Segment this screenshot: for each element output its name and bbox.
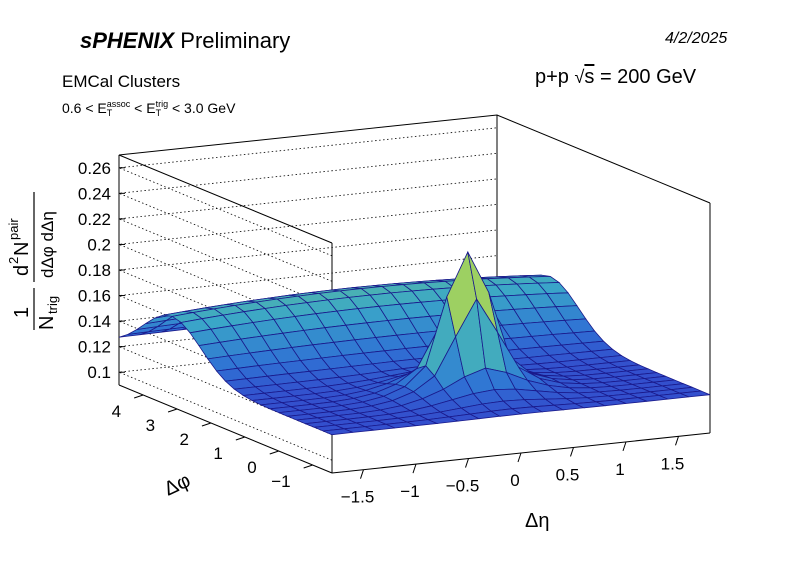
x-axis-label: Δη	[525, 510, 549, 532]
y-tick-label: 1	[213, 444, 222, 463]
x-tick-label: 0.5	[556, 465, 580, 484]
x-tick	[412, 463, 417, 474]
y-tick	[269, 450, 279, 455]
sample-label: EMCal Clusters	[62, 72, 181, 91]
x-tick	[675, 436, 679, 446]
z-tick-label: 0.14	[78, 312, 111, 331]
z-tick-label: 0.24	[78, 184, 111, 203]
x-tick-label: −0.5	[446, 477, 480, 496]
z-label-d-sup: 2	[6, 257, 21, 264]
z-tick-label: 0.26	[78, 159, 111, 178]
z-tick-label: 0.12	[78, 338, 111, 357]
z-gridline	[118, 178, 498, 308]
y-axis-title: Δφ	[161, 469, 194, 500]
z-label-num-n: N	[11, 242, 33, 256]
z-label-pair: pair	[6, 218, 21, 240]
experiment-label: sPHENIX Preliminary	[80, 28, 291, 53]
x-tick-label: −1	[400, 482, 419, 501]
date-label: 4/2/2025	[665, 30, 728, 47]
z-label-d: d	[11, 265, 33, 276]
x-tick	[517, 452, 522, 463]
z-label-one: 1	[11, 307, 33, 318]
x-tick	[570, 447, 574, 457]
z-tick-label: 0.22	[78, 210, 111, 229]
x-tick	[360, 469, 364, 479]
x-tick-label: 1.5	[661, 454, 685, 473]
y-axis-line	[118, 384, 333, 474]
x-tick-label: −1.5	[341, 488, 375, 507]
z-tick-label: 0.18	[78, 261, 111, 280]
z-gridline	[118, 127, 498, 257]
y-axis-label: Δφ	[161, 469, 194, 500]
z-gridline	[118, 306, 498, 436]
y-tick-label: 2	[179, 430, 188, 449]
y-tick	[303, 464, 313, 469]
z-label-denominator: dΔφ dΔη	[38, 211, 57, 278]
y-tick	[167, 408, 178, 413]
z-tick-label: 0.1	[87, 363, 111, 382]
z-gridline	[118, 152, 498, 282]
axis-ticks: −1.5 −1 −0.5 0 0.5 1 1.5 −1 0 1 2 3 4 0.1 0.12 0.14 0.16…	[78, 159, 684, 507]
x-tick-label: 0	[510, 471, 519, 490]
z-tick-label: 0.2	[87, 235, 111, 254]
z-tick-label: 0.16	[78, 287, 111, 306]
x-axis-title: Δη	[525, 510, 549, 532]
y-tick-label: 4	[112, 402, 121, 421]
z-label-n: N	[36, 316, 58, 330]
z-gridline	[118, 331, 498, 461]
y-tick	[235, 436, 246, 441]
y-tick-label: −1	[271, 472, 290, 491]
x-tick	[465, 458, 469, 468]
y-tick-label: 0	[247, 458, 256, 477]
y-tick-label: 3	[146, 416, 155, 435]
surface-cell	[679, 390, 711, 398]
x-tick	[622, 441, 627, 452]
frame-top-edges	[118, 114, 711, 244]
y-tick	[201, 422, 212, 427]
x-tick-label: 1	[615, 460, 624, 479]
collision-system-label: p+p √s = 200 GeV	[535, 66, 697, 88]
surface-mesh	[118, 250, 711, 436]
y-tick	[133, 394, 144, 399]
z-label-n-sub: trig	[45, 296, 60, 314]
